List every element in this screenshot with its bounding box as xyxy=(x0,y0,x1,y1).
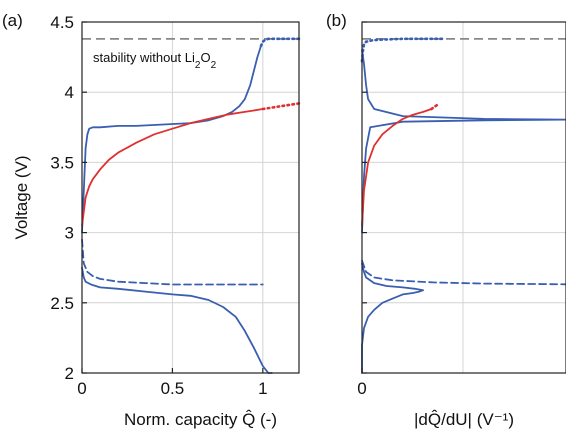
y-tick-label: 2.5 xyxy=(50,294,74,313)
y-tick-label: 3.5 xyxy=(50,153,74,172)
series-5-line xyxy=(81,108,264,227)
panel-b: 0 (b) |dQ̂/dU| (V⁻¹) xyxy=(326,11,566,429)
y-tick-label: 3 xyxy=(65,224,74,243)
series-2-line xyxy=(361,259,566,286)
x-axis-label: |dQ̂/dU| (V⁻¹) xyxy=(414,409,514,429)
y-tick-label: 4.5 xyxy=(50,13,74,32)
plot-frame xyxy=(361,21,566,374)
series-3-line xyxy=(361,49,566,234)
x-tick-label: 1 xyxy=(258,379,267,398)
x-tick-label: 0 xyxy=(357,379,366,398)
x-tick-label: 0.5 xyxy=(161,379,185,398)
series-6-line xyxy=(261,102,301,111)
series-4-line xyxy=(259,37,301,48)
panel-label: (a) xyxy=(2,11,23,30)
x-tick-label: 0 xyxy=(77,379,86,398)
plot-frame xyxy=(81,21,300,374)
y-tick-label: 4 xyxy=(65,83,74,102)
series-1-line xyxy=(81,266,273,374)
x-axis-label: Norm. capacity Q̂ (-) xyxy=(124,409,277,429)
series-1-line xyxy=(361,262,425,374)
series-6-line xyxy=(430,102,441,111)
series-2-line xyxy=(81,238,264,286)
stability-annotation: stability without Li2O2 xyxy=(93,50,217,71)
y-axis-label: Voltage (V) xyxy=(12,155,31,239)
series-3-line xyxy=(81,45,262,234)
y-tick-label: 2 xyxy=(65,364,74,383)
series-4-line xyxy=(360,37,445,63)
series-5-line xyxy=(361,108,433,227)
panel-a: 2 2.5 3 3.5 4 4.5 0 0.5 1 (a) Norm. capacity Q̂ (-… xyxy=(2,11,301,429)
panel-label: (b) xyxy=(326,11,347,30)
